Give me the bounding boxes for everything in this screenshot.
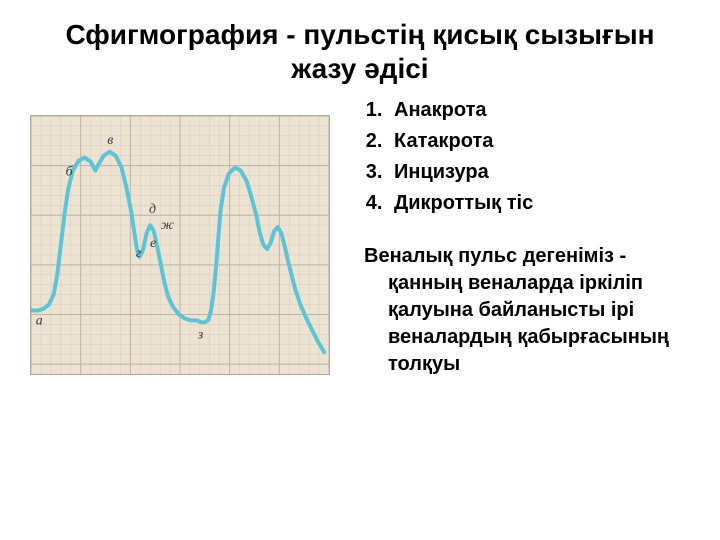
svg-text:д: д	[149, 202, 156, 217]
list-item: Дикроттық тіс	[388, 188, 680, 219]
list-item: Катакрота	[388, 126, 680, 157]
svg-text:в: в	[107, 133, 113, 148]
svg-text:б: б	[66, 165, 74, 180]
svg-text:е: е	[150, 236, 156, 251]
svg-text:з: з	[197, 327, 204, 342]
list-item: Анакрота	[388, 95, 680, 126]
list-item: Инцизура	[388, 157, 680, 188]
sphygmogram-svg: а б в г д еж з	[31, 116, 329, 374]
content-row: а б в г д еж з Анакрота Катакрота Инцизура Дик…	[0, 95, 720, 378]
terms-list: Анакрота Катакрота Инцизура Дикроттық ті…	[360, 95, 680, 219]
slide-title: Сфигмография - пульстің қисық сызығын жа…	[0, 0, 720, 95]
slide: Сфигмография - пульстің қисық сызығын жа…	[0, 0, 720, 540]
definition-paragraph: Веналық пульс дегеніміз - қанның веналар…	[384, 243, 680, 378]
sphygmogram-chart: а б в г д еж з	[30, 115, 330, 375]
svg-text:г: г	[136, 246, 142, 261]
svg-text:а: а	[36, 314, 43, 329]
left-column: а б в г д еж з	[30, 95, 330, 378]
svg-text:ж: ж	[161, 218, 174, 233]
right-column: Анакрота Катакрота Инцизура Дикроттық ті…	[360, 95, 680, 378]
